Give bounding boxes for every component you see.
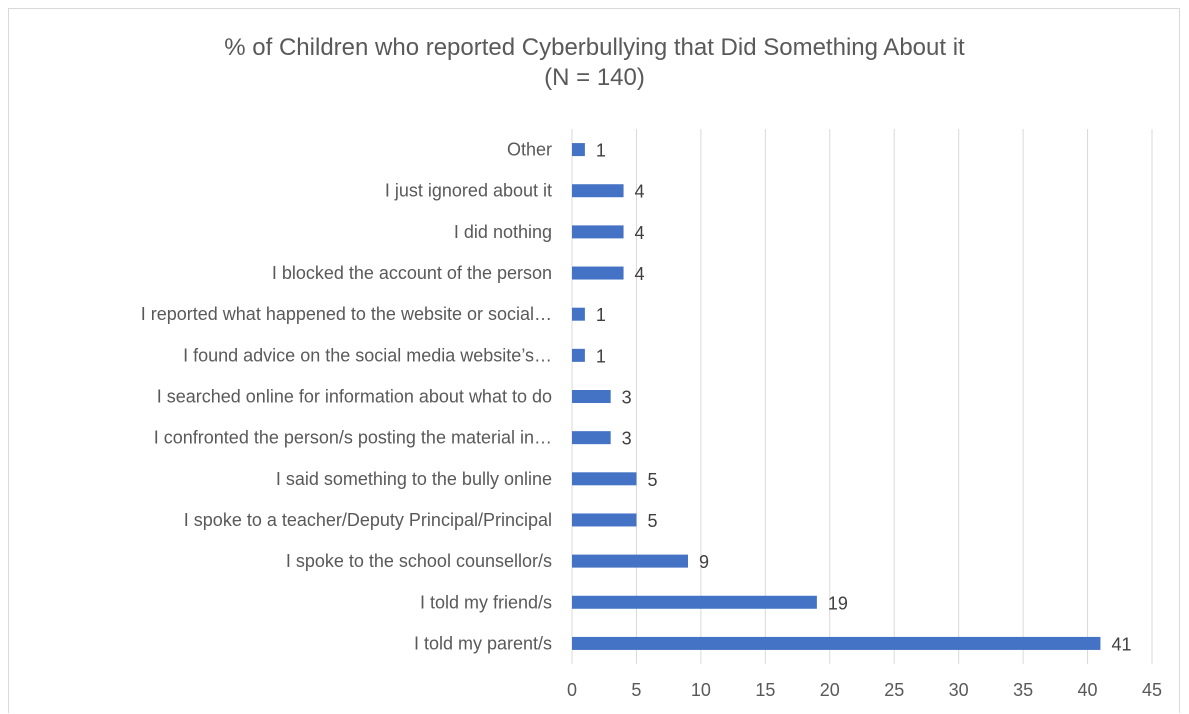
- data-label: 1: [596, 305, 606, 325]
- category-label: I told my friend/s: [420, 592, 552, 612]
- data-label: 3: [622, 388, 632, 408]
- category-label: I confronted the person/s posting the ma…: [154, 428, 552, 448]
- chart-title-text: % of Children who reported Cyberbullying…: [224, 34, 965, 61]
- x-tick-label: 45: [1142, 680, 1162, 700]
- data-label: 5: [647, 511, 657, 531]
- category-label: I spoke to a teacher/Deputy Principal/Pr…: [184, 510, 552, 530]
- bar: [572, 266, 624, 280]
- x-tick-label: 25: [884, 680, 904, 700]
- data-label: 3: [622, 429, 632, 449]
- bar: [572, 348, 585, 362]
- bar: [572, 636, 1101, 650]
- x-tick-label: 35: [1013, 680, 1033, 700]
- category-label: I reported what happened to the website …: [141, 304, 552, 324]
- data-label: 4: [635, 182, 645, 202]
- data-label: 1: [596, 346, 606, 366]
- x-tick-label: 5: [631, 680, 641, 700]
- chart-frame: [8, 8, 1180, 713]
- x-tick-label: 15: [755, 680, 775, 700]
- category-label: I blocked the account of the person: [272, 263, 552, 283]
- x-tick-label: 30: [949, 680, 969, 700]
- chart-subtitle-text: (N = 140): [544, 64, 645, 91]
- category-label: I said something to the bully online: [276, 469, 552, 489]
- x-tick-label: 10: [691, 680, 711, 700]
- bar: [572, 390, 611, 403]
- data-label: 9: [699, 552, 709, 572]
- bar: [572, 225, 624, 239]
- x-tick-label: 40: [1078, 680, 1098, 700]
- bar: [572, 307, 585, 321]
- bar: [572, 595, 817, 609]
- x-tick-label: 20: [820, 680, 840, 700]
- data-label: 1: [596, 141, 606, 161]
- data-label: 19: [828, 593, 848, 613]
- bar: [572, 431, 611, 445]
- bar: [572, 513, 637, 527]
- category-label: Other: [507, 140, 552, 160]
- category-label: I spoke to the school counsellor/s: [286, 551, 552, 571]
- category-label: I found advice on the social media websi…: [183, 345, 552, 365]
- category-label: I just ignored about it: [385, 181, 552, 201]
- category-label: I did nothing: [454, 222, 552, 242]
- bar: [572, 184, 624, 198]
- bar: [572, 143, 585, 157]
- chart-title: % of Children who reported Cyberbullying…: [0, 33, 1189, 93]
- x-tick-label: 0: [567, 680, 577, 700]
- category-label: I told my parent/s: [414, 633, 552, 653]
- data-label: 5: [647, 470, 657, 490]
- data-label: 4: [635, 223, 645, 243]
- data-label: 4: [635, 264, 645, 284]
- data-label: 41: [1111, 634, 1131, 654]
- bar: [572, 554, 688, 568]
- category-label: I searched online for information about …: [157, 387, 552, 407]
- bar: [572, 472, 637, 486]
